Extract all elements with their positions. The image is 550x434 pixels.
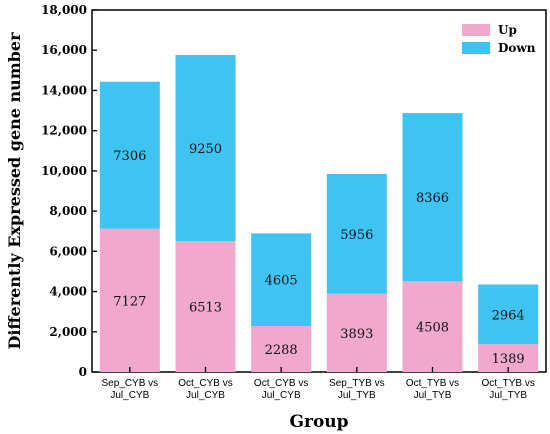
y-tick-label: 16,000 — [41, 43, 87, 57]
y-tick-label: 0 — [79, 365, 87, 379]
x-tick-label: Sep_TYB vs Jul_TYB — [329, 378, 385, 401]
data-label-down: 2964 — [492, 308, 525, 323]
data-label-up: 1389 — [492, 352, 525, 367]
bar-down — [402, 113, 463, 282]
legend-label-down: Down — [498, 41, 536, 55]
data-label-up: 4508 — [416, 321, 449, 336]
y-tick-label: 6,000 — [49, 244, 87, 258]
bar-down — [251, 233, 312, 326]
data-label-up: 2288 — [265, 343, 298, 358]
data-label-up: 3893 — [340, 327, 373, 342]
data-label-down: 7306 — [113, 149, 146, 164]
x-tick-label: Oct_TYB vs Jul_TYB — [406, 378, 459, 401]
y-tick-label: 12,000 — [41, 124, 87, 138]
bar-up — [402, 281, 463, 372]
bar-down — [326, 173, 387, 294]
y-tick-label: 4,000 — [49, 285, 87, 299]
bar-down — [175, 54, 236, 242]
bar-up — [251, 325, 312, 372]
plot-frame — [91, 9, 547, 373]
bar-down — [99, 81, 160, 229]
legend-swatch-up — [462, 24, 490, 36]
data-label-down: 4605 — [265, 274, 298, 289]
data-label-up: 7127 — [113, 294, 146, 309]
data-label-down: 5956 — [340, 228, 373, 243]
y-tick-label: 18,000 — [41, 3, 87, 17]
x-tick-label: Oct_TYB vs Jul_TYB — [481, 378, 534, 401]
bar-up — [326, 293, 387, 372]
x-axis-title: Group — [289, 412, 348, 432]
y-tick-label: 8,000 — [49, 204, 87, 218]
y-tick-label: 14,000 — [41, 83, 87, 97]
x-tick-label: Oct_CYB vs Jul_CYB — [254, 378, 308, 401]
data-label-down: 8366 — [416, 191, 449, 206]
data-label-up: 6513 — [189, 301, 222, 316]
bar-down — [478, 284, 539, 345]
plot-area: 0 2,000 4,000 6,000 8,000 10,000 12,000 14,000 1… — [41, 3, 547, 401]
y-tick-label: 10,000 — [41, 164, 87, 178]
legend-label-up: Up — [498, 23, 517, 37]
y-tick-label: 2,000 — [49, 325, 87, 339]
bar-up — [175, 241, 236, 372]
bar-up — [99, 228, 160, 372]
y-axis-title: Differently Expressed gene number — [5, 32, 24, 350]
x-tick-label: Sep_CYB vs Jul_CYB — [101, 378, 158, 401]
data-label-down: 9250 — [189, 142, 222, 157]
x-tick-label: Oct_CYB vs Jul_CYB — [178, 378, 232, 401]
legend-swatch-down — [462, 42, 490, 54]
